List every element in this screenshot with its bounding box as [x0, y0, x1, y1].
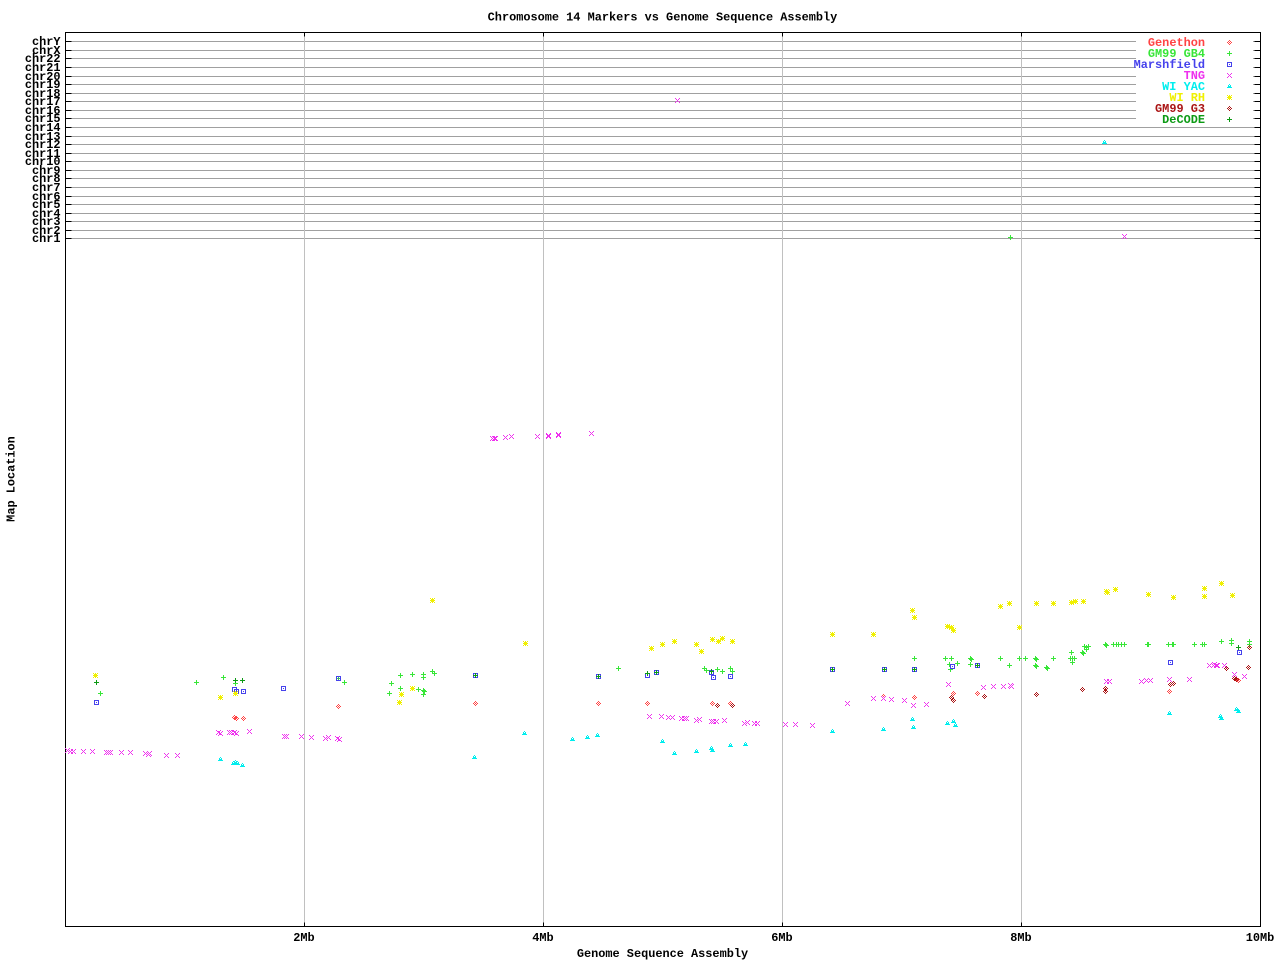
svg-text:chr6: chr6: [32, 190, 61, 204]
svg-text:DeCODE: DeCODE: [1162, 113, 1205, 127]
svg-text:chr15: chr15: [25, 112, 61, 126]
svg-text:WI YAC: WI YAC: [1162, 80, 1205, 94]
svg-text:Map Location: Map Location: [5, 436, 19, 522]
svg-text:chr18: chr18: [25, 87, 61, 101]
svg-text:chr4: chr4: [32, 207, 61, 221]
svg-text:chr19: chr19: [25, 78, 61, 92]
svg-text:chr17: chr17: [25, 95, 61, 109]
svg-text:chr13: chr13: [25, 130, 61, 144]
svg-text:Genethon: Genethon: [1148, 36, 1205, 50]
svg-text:chr8: chr8: [32, 172, 61, 186]
svg-text:chrX: chrX: [32, 44, 61, 58]
svg-text:2Mb: 2Mb: [293, 931, 314, 945]
svg-text:chr9: chr9: [32, 164, 61, 178]
svg-text:chr20: chr20: [25, 70, 61, 84]
svg-text:chr12: chr12: [25, 138, 61, 152]
svg-text:chr1: chr1: [32, 232, 61, 246]
svg-text:chr2: chr2: [32, 224, 61, 238]
svg-text:8Mb: 8Mb: [1010, 931, 1031, 945]
svg-text:chr11: chr11: [25, 147, 61, 161]
svg-text:chr14: chr14: [25, 121, 61, 135]
svg-text:Marshfield: Marshfield: [1134, 58, 1205, 72]
svg-text:chr22: chr22: [25, 52, 61, 66]
svg-text:10Mb: 10Mb: [1246, 931, 1275, 945]
svg-text:WI RH: WI RH: [1169, 91, 1205, 105]
svg-text:chr5: chr5: [32, 198, 61, 212]
svg-text:4Mb: 4Mb: [532, 931, 553, 945]
svg-text:GM99 G3: GM99 G3: [1155, 102, 1205, 116]
svg-text:chr10: chr10: [25, 155, 61, 169]
svg-text:chrY: chrY: [32, 35, 61, 49]
svg-text:chr3: chr3: [32, 215, 61, 229]
svg-text:chr16: chr16: [25, 104, 61, 118]
svg-text:Genome Sequence Assembly: Genome Sequence Assembly: [577, 947, 748, 960]
svg-text:TNG: TNG: [1184, 69, 1205, 83]
svg-text:Chromosome 14 Markers vs Genom: Chromosome 14 Markers vs Genome Sequence…: [488, 11, 838, 25]
svg-text:6Mb: 6Mb: [771, 931, 792, 945]
svg-text:chr7: chr7: [32, 181, 61, 195]
svg-text:GM99 GB4: GM99 GB4: [1148, 47, 1205, 61]
svg-text:chr21: chr21: [25, 61, 61, 75]
